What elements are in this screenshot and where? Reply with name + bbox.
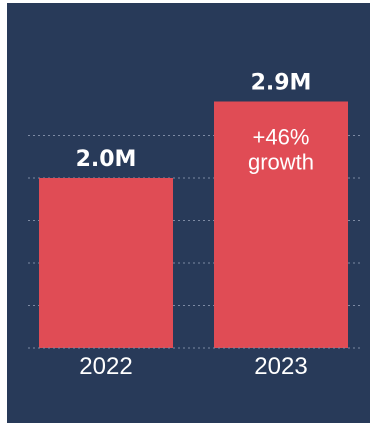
- bars: [39, 101, 348, 348]
- annotation-line-1: growth: [248, 150, 314, 175]
- category-label-2022: 2022: [79, 353, 132, 380]
- labels: 2.0M 2022 2.9M 2023 +46%growth: [76, 71, 314, 381]
- data-label-2022: 2.0M: [76, 147, 137, 172]
- bar-2022: [39, 178, 173, 348]
- bar-2023: [214, 101, 348, 348]
- annotation-line-0: +46%: [253, 125, 310, 150]
- data-label-2023: 2.9M: [251, 71, 312, 96]
- category-label-2023: 2023: [254, 353, 307, 380]
